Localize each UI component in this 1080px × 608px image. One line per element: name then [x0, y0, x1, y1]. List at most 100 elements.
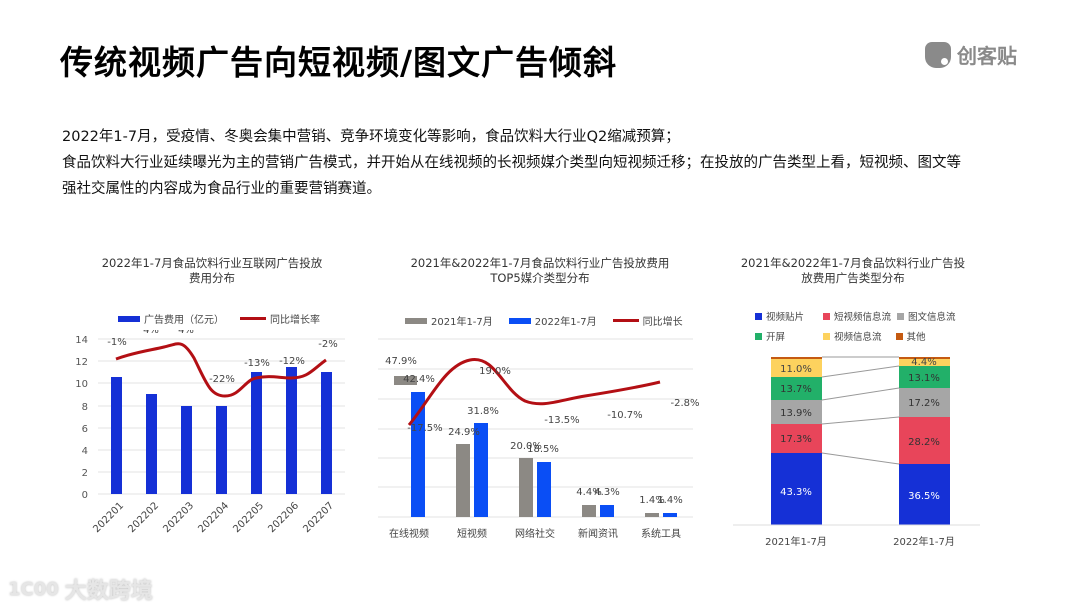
svg-text:202203: 202203	[161, 500, 196, 535]
svg-text:4.4%: 4.4%	[576, 487, 601, 498]
svg-text:13.7%: 13.7%	[780, 384, 812, 395]
legend-label: 短视频信息流	[834, 312, 892, 323]
svg-text:12: 12	[75, 357, 88, 368]
svg-text:19.0%: 19.0%	[479, 366, 511, 377]
legend-item-splash: 开屏	[755, 329, 813, 343]
chart3-title-line1: 2021年&2022年1-7月食品饮料行业广告投	[740, 256, 966, 270]
svg-text:2021年1-7月: 2021年1-7月	[765, 535, 827, 548]
legend-label: 其他	[906, 332, 926, 343]
svg-text:13.9%: 13.9%	[780, 408, 812, 419]
svg-text:0: 0	[82, 490, 88, 501]
legend-label: 2021年1-7月	[431, 317, 493, 328]
svg-text:13.1%: 13.1%	[908, 373, 940, 384]
legend-label: 图文信息流	[908, 312, 956, 323]
svg-text:1.4%: 1.4%	[657, 495, 682, 506]
svg-text:24.9%: 24.9%	[448, 427, 480, 438]
legend-item-2022: 2022年1-7月	[508, 313, 597, 328]
logo-icon	[925, 41, 951, 68]
chart3-title-line2: 放费用广告类型分布	[801, 271, 905, 285]
svg-text:-22%: -22%	[209, 374, 235, 385]
legend-swatch	[118, 315, 140, 322]
svg-text:4%: 4%	[178, 330, 194, 336]
svg-text:新闻资讯: 新闻资讯	[578, 527, 618, 540]
legend-item-yoy: 同比增长	[612, 313, 683, 328]
svg-text:4.4%: 4.4%	[911, 357, 936, 368]
chart3-plot: 11.0% 13.7% 13.9% 17.3% 43.3% 4.4% 13.1%…	[733, 356, 980, 548]
legend-swatch	[612, 319, 639, 322]
legend-item-other: 其他	[895, 329, 926, 343]
svg-text:2022年1-7月: 2022年1-7月	[893, 535, 955, 548]
svg-text:1.4%: 1.4%	[639, 495, 664, 506]
svg-text:202204: 202204	[196, 500, 231, 535]
svg-text:202206: 202206	[266, 500, 301, 535]
legend-label: 同比增长	[642, 317, 683, 328]
chart2-plot: 47.9% 42.4% -17.5% 24.9% 31.8% 19.0% 20.…	[378, 338, 700, 540]
svg-text:8: 8	[82, 402, 88, 413]
svg-text:43.3%: 43.3%	[780, 487, 812, 498]
svg-text:-13.5%: -13.5%	[544, 415, 579, 426]
svg-text:-10.7%: -10.7%	[607, 410, 642, 421]
svg-text:36.5%: 36.5%	[908, 491, 940, 502]
svg-text:在线视频: 在线视频	[389, 527, 429, 540]
svg-text:18.5%: 18.5%	[527, 444, 559, 455]
svg-text:28.2%: 28.2%	[908, 437, 940, 448]
svg-text:47.9%: 47.9%	[385, 356, 417, 367]
summary-text: 2022年1-7月，受疫情、冬奥会集中营销、竞争环境变化等影响，食品饮料大行业Q…	[62, 124, 1052, 202]
svg-text:42.4%: 42.4%	[403, 374, 435, 385]
watermark-logo-icon: 1C00	[8, 578, 59, 600]
svg-text:4: 4	[82, 446, 88, 457]
legend-swatch	[240, 317, 266, 320]
brand-logo: 创客贴	[925, 40, 1017, 69]
svg-text:17.3%: 17.3%	[780, 434, 812, 445]
svg-text:202202: 202202	[126, 500, 161, 535]
legend-label: 同比增长率	[270, 315, 320, 326]
chart2-title-line1: 2021年&2022年1-7月食品饮料行业广告投放费用	[410, 256, 670, 270]
svg-text:-2%: -2%	[318, 339, 337, 350]
legend-item-video-feed: 视频信息流	[823, 329, 882, 343]
svg-text:20.0%: 20.0%	[510, 441, 542, 452]
chart1-title-line2: 费用分布	[189, 271, 235, 285]
svg-text:2: 2	[82, 468, 88, 479]
legend-item-2021: 2021年1-7月	[405, 313, 493, 328]
chart2-title-line2: TOP5媒介类型分布	[490, 271, 590, 285]
legend-item-image-text-feed: 图文信息流	[897, 309, 956, 323]
svg-text:31.8%: 31.8%	[467, 406, 499, 417]
svg-text:-2.8%: -2.8%	[670, 398, 699, 409]
legend-swatch	[895, 332, 903, 340]
legend-label: 开屏	[766, 332, 786, 343]
legend-item-ad-spend: 广告费用（亿元）	[118, 311, 224, 326]
svg-text:4%: 4%	[143, 330, 159, 336]
svg-text:202201: 202201	[91, 500, 126, 535]
summary-line-2: 食品饮料大行业延续曝光为主的营销广告模式，并开始从在线视频的长视频媒介类型向短视…	[62, 155, 961, 171]
chart1-title: 2022年1-7月食品饮料行业互联网广告投放 费用分布	[72, 256, 352, 286]
svg-text:6: 6	[82, 424, 88, 435]
logo-text: 创客贴	[957, 44, 1017, 68]
chart1-plot: 0 2 4 6 8 10 12 14 -1% 4% 4% -22% -13% -…	[75, 330, 345, 535]
svg-text:202205: 202205	[231, 500, 266, 535]
svg-text:-13%: -13%	[244, 358, 270, 369]
chart2-title: 2021年&2022年1-7月食品饮料行业广告投放费用 TOP5媒介类型分布	[385, 256, 695, 286]
legend-swatch	[755, 312, 762, 320]
summary-line-1: 2022年1-7月，受疫情、冬奥会集中营销、竞争环境变化等影响，食品饮料大行业Q…	[62, 129, 680, 145]
watermark: 1C00 大数跨境	[8, 573, 153, 605]
svg-text:-17.5%: -17.5%	[407, 423, 442, 434]
svg-text:-1%: -1%	[107, 337, 126, 348]
svg-text:202207: 202207	[301, 500, 336, 535]
legend-label: 2022年1-7月	[534, 317, 597, 328]
legend-swatch	[755, 332, 762, 340]
svg-text:网络社交: 网络社交	[515, 527, 555, 540]
svg-text:10: 10	[75, 379, 88, 390]
svg-text:-12%: -12%	[279, 356, 305, 367]
legend-item-yoy: 同比增长率	[240, 311, 320, 326]
svg-text:11.0%: 11.0%	[780, 364, 812, 375]
chart1-title-line1: 2022年1-7月食品饮料行业互联网广告投放	[101, 256, 323, 270]
legend-label: 广告费用（亿元）	[144, 315, 224, 326]
svg-text:4.3%: 4.3%	[594, 487, 619, 498]
chart2-legend: 2021年1-7月 2022年1-7月 同比增长	[405, 313, 699, 328]
summary-line-3: 强社交属性的内容成为食品行业的重要营销赛道。	[62, 181, 381, 197]
legend-label: 视频信息流	[834, 332, 882, 343]
svg-text:短视频: 短视频	[457, 527, 487, 540]
legend-swatch	[823, 332, 830, 340]
legend-item-video-preroll: 视频贴片	[755, 309, 813, 323]
svg-text:17.2%: 17.2%	[908, 398, 940, 409]
